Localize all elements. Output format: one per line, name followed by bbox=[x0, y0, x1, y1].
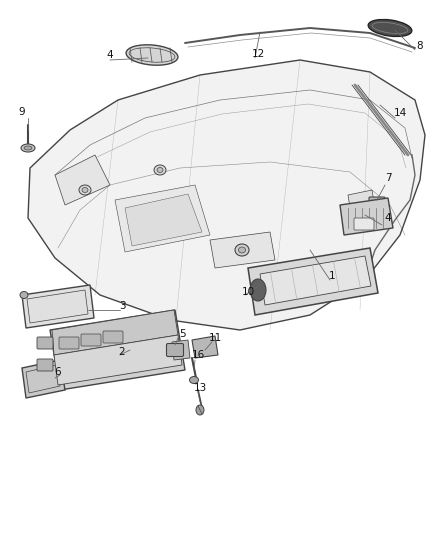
Ellipse shape bbox=[235, 244, 249, 256]
Polygon shape bbox=[210, 232, 275, 268]
FancyBboxPatch shape bbox=[369, 197, 385, 207]
Polygon shape bbox=[248, 248, 378, 315]
Ellipse shape bbox=[24, 146, 32, 150]
Polygon shape bbox=[52, 310, 178, 355]
Text: 1: 1 bbox=[328, 271, 336, 281]
Ellipse shape bbox=[20, 292, 28, 298]
Ellipse shape bbox=[21, 144, 35, 152]
Polygon shape bbox=[22, 360, 65, 398]
Ellipse shape bbox=[157, 167, 163, 173]
FancyBboxPatch shape bbox=[166, 343, 184, 357]
FancyBboxPatch shape bbox=[59, 337, 79, 349]
Polygon shape bbox=[54, 335, 182, 385]
FancyBboxPatch shape bbox=[354, 218, 374, 230]
Text: 7: 7 bbox=[385, 173, 391, 183]
Text: 4: 4 bbox=[107, 50, 113, 60]
Text: 4: 4 bbox=[385, 213, 391, 223]
Polygon shape bbox=[125, 194, 202, 246]
Ellipse shape bbox=[154, 165, 166, 175]
FancyBboxPatch shape bbox=[103, 331, 123, 343]
Ellipse shape bbox=[82, 188, 88, 192]
Text: 9: 9 bbox=[19, 107, 25, 117]
Polygon shape bbox=[172, 340, 190, 360]
Polygon shape bbox=[260, 256, 371, 305]
Ellipse shape bbox=[126, 45, 178, 65]
Text: 11: 11 bbox=[208, 333, 222, 343]
Text: 5: 5 bbox=[179, 329, 185, 339]
Ellipse shape bbox=[190, 376, 198, 384]
Text: 6: 6 bbox=[55, 367, 61, 377]
FancyBboxPatch shape bbox=[37, 359, 53, 371]
Text: 13: 13 bbox=[193, 383, 207, 393]
Polygon shape bbox=[340, 198, 393, 235]
Text: 2: 2 bbox=[119, 347, 125, 357]
Polygon shape bbox=[28, 60, 425, 330]
Polygon shape bbox=[115, 185, 210, 252]
Text: 14: 14 bbox=[393, 108, 406, 118]
Polygon shape bbox=[55, 155, 110, 205]
Text: 12: 12 bbox=[251, 49, 265, 59]
Ellipse shape bbox=[79, 185, 91, 195]
Text: 3: 3 bbox=[119, 301, 125, 311]
Text: 8: 8 bbox=[417, 41, 423, 51]
Ellipse shape bbox=[250, 279, 266, 301]
Polygon shape bbox=[22, 285, 94, 328]
Text: 10: 10 bbox=[241, 287, 254, 297]
Ellipse shape bbox=[368, 20, 412, 36]
FancyBboxPatch shape bbox=[81, 334, 101, 346]
Text: 16: 16 bbox=[191, 350, 205, 360]
Ellipse shape bbox=[196, 405, 204, 415]
Ellipse shape bbox=[239, 247, 246, 253]
Polygon shape bbox=[50, 310, 185, 390]
Polygon shape bbox=[348, 190, 376, 220]
Polygon shape bbox=[192, 336, 218, 358]
FancyBboxPatch shape bbox=[37, 337, 53, 349]
